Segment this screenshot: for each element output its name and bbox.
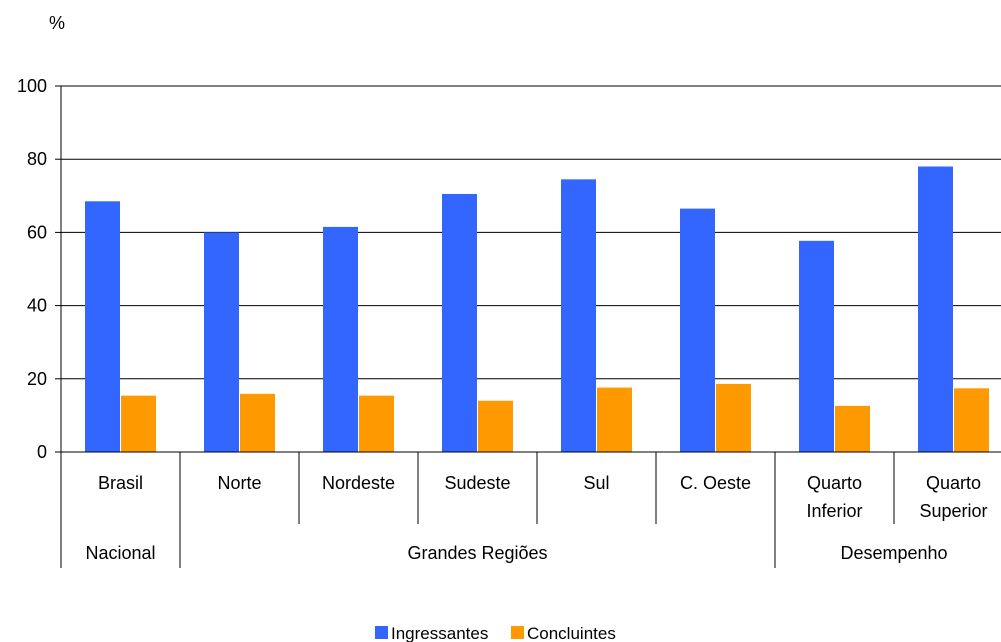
bar-ingressantes-3 <box>442 193 477 452</box>
x-category-label-line: C. Oeste <box>680 473 751 493</box>
gridlines <box>61 85 1001 380</box>
x-category-label-line: Inferior <box>806 501 862 521</box>
bar-concluintes-4 <box>597 387 632 452</box>
x-axis-category-labels: Brasil Norte Nordeste Sudeste Sul C. Oeste Qua… <box>98 473 988 521</box>
y-axis-ticks: 0 20 40 60 80 100 <box>17 76 61 462</box>
bar-concluintes-0 <box>121 395 156 452</box>
y-tick-label: 80 <box>27 149 47 169</box>
x-category-label: Norte <box>217 473 261 493</box>
axes <box>60 86 1001 568</box>
bar-ingressantes-6 <box>799 240 834 452</box>
y-tick-label: 100 <box>17 76 47 96</box>
x-category-label: Quarto Inferior <box>806 473 862 521</box>
legend-swatch-ingressantes <box>375 626 388 639</box>
bar-ingressantes-0 <box>85 201 120 452</box>
y-tick-label: 20 <box>27 369 47 389</box>
legend: Ingressantes Concluintes <box>375 624 616 642</box>
x-group-label: Desempenho <box>840 543 947 563</box>
bars <box>85 166 989 452</box>
x-category-label-line: Sul <box>583 473 609 493</box>
x-category-label: Sul <box>583 473 609 493</box>
x-category-label: Nordeste <box>322 473 395 493</box>
bar-concluintes-3 <box>478 400 513 452</box>
x-category-label: Sudeste <box>444 473 510 493</box>
x-category-label-line: Superior <box>919 501 987 521</box>
x-category-label-line: Sudeste <box>444 473 510 493</box>
legend-label: Concluintes <box>527 624 616 642</box>
x-category-label-line: Brasil <box>98 473 143 493</box>
x-category-label: Brasil <box>98 473 143 493</box>
legend-label: Ingressantes <box>391 624 488 642</box>
bar-concluintes-7 <box>954 388 989 452</box>
x-group-label: Nacional <box>85 543 155 563</box>
y-tick-label: 60 <box>27 222 47 242</box>
bar-concluintes-5 <box>716 383 751 452</box>
bar-ingressantes-1 <box>204 232 239 452</box>
x-axis-group-labels: Nacional Grandes Regiões Desempenho <box>85 543 947 563</box>
x-category-label: Quarto Superior <box>919 473 987 521</box>
x-category-label-line: Norte <box>217 473 261 493</box>
y-tick-label: 40 <box>27 296 47 316</box>
bar-concluintes-6 <box>835 405 870 452</box>
y-axis-title: % <box>49 13 65 33</box>
bar-ingressantes-5 <box>680 208 715 452</box>
x-category-label-line: Nordeste <box>322 473 395 493</box>
y-tick-label: 0 <box>37 442 47 462</box>
bar-ingressantes-4 <box>561 179 596 452</box>
x-category-label-line: Quarto <box>926 473 981 493</box>
x-category-label-line: Quarto <box>807 473 862 493</box>
x-category-label: C. Oeste <box>680 473 751 493</box>
bar-ingressantes-7 <box>918 166 953 452</box>
bar-ingressantes-2 <box>323 226 358 452</box>
bar-concluintes-2 <box>359 395 394 452</box>
x-group-label: Grandes Regiões <box>407 543 547 563</box>
legend-swatch-concluintes <box>511 626 524 639</box>
bar-concluintes-1 <box>240 393 275 452</box>
